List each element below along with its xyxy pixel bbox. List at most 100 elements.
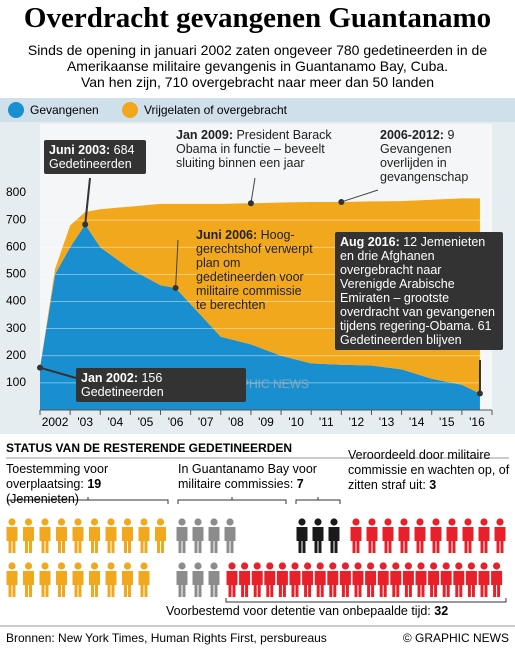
person-body (89, 527, 100, 553)
person-body (453, 571, 465, 597)
text: Juni 2006: (196, 228, 258, 242)
person-body (491, 571, 503, 597)
person-icon (446, 518, 458, 553)
legend-label: Vrijgelaten of overgebracht (144, 103, 288, 117)
legend-swatch (122, 102, 138, 118)
person-icon (414, 518, 426, 553)
text: 7 (296, 477, 304, 491)
person-icon (494, 518, 506, 553)
person-body (192, 527, 204, 553)
annotation-dot (247, 200, 254, 207)
x-tick-label: '10 (288, 415, 304, 429)
person-body (312, 527, 324, 553)
person-icon (56, 518, 67, 553)
annotation-dot (338, 198, 345, 205)
person-body (365, 571, 377, 597)
text: Toestemming voor overplaatsing: (6, 462, 109, 491)
person-body (327, 571, 339, 597)
legend-label: Gevangenen (30, 103, 99, 117)
text: 156 Gedetineerden (81, 371, 164, 399)
y-tick-label: 700 (6, 212, 26, 226)
y-tick-label: 300 (6, 321, 26, 335)
annotation-dot (476, 390, 483, 397)
person-icon (6, 562, 18, 597)
subtitle-line: Amerikaanse militaire gevangenis in Guan… (66, 58, 449, 74)
text: (Jemenieten) (6, 492, 79, 506)
person-head (480, 518, 488, 526)
annotation-leader (341, 189, 379, 203)
text: Jan 2002: (81, 371, 138, 385)
group-label: Toestemming voor overplaatsing: 19 (Jeme… (6, 462, 172, 507)
text: Jan 2009: (176, 128, 233, 142)
title: Overdracht gevangenen Guantanamo (23, 2, 492, 34)
person-head (178, 518, 186, 526)
person-head (226, 518, 234, 526)
bracket (295, 497, 341, 504)
annotation-dot (172, 284, 179, 291)
person-icon (328, 518, 340, 553)
annotation: Jan 2009: President Barack Obama in func… (176, 128, 356, 170)
person-head (367, 562, 375, 570)
person-body (462, 527, 474, 553)
person-head (368, 518, 376, 526)
person-icon (89, 518, 100, 553)
text: 3 (429, 478, 437, 492)
person-icon (39, 562, 51, 597)
area (40, 224, 480, 410)
person-body (56, 527, 67, 553)
person-icon (478, 518, 490, 553)
annotation-leader (175, 239, 179, 288)
person-icon (462, 518, 474, 553)
person-head (74, 518, 82, 526)
person-icon (72, 518, 84, 553)
person-head (8, 518, 16, 526)
person-icon (239, 562, 251, 597)
text: Juni 2003: (49, 143, 111, 157)
person-body (138, 527, 150, 553)
person-head (496, 518, 504, 526)
text: Veroordeeld door militaire commissie en … (348, 448, 510, 492)
person-icon (453, 562, 465, 597)
person-head (432, 518, 440, 526)
person-body (430, 527, 442, 553)
person-icon (478, 562, 490, 597)
person-head (278, 562, 286, 570)
person-head (316, 562, 324, 570)
person-body (440, 571, 452, 597)
y-tick-label: 500 (6, 267, 26, 281)
person-head (354, 562, 362, 570)
y-tick-label: 200 (6, 348, 26, 362)
person-body (208, 571, 220, 597)
person-head (291, 562, 299, 570)
person-body (239, 571, 251, 597)
text: In Guantanamo Bay voor militaire commiss… (178, 462, 317, 491)
x-tick-label: '13 (379, 415, 395, 429)
person-body (122, 527, 133, 553)
person-head (480, 562, 488, 570)
person-icon (39, 518, 51, 553)
person-head (24, 562, 33, 570)
person-body (6, 571, 18, 597)
person-icon (296, 518, 308, 553)
person-head (57, 518, 66, 526)
person-body (366, 527, 378, 553)
section-title: STATUS VAN DE RESTERENDE GEDETINEERDEN (6, 441, 292, 455)
person-icon (72, 562, 84, 597)
person-body (276, 571, 288, 597)
annotation: Aug 2016: 12 Jemenieten en drie Afghanen… (335, 232, 503, 350)
person-body (105, 571, 117, 597)
person-icon (428, 562, 440, 597)
x-tick-label: '05 (138, 415, 154, 429)
person-icon (23, 518, 34, 553)
person-body (415, 571, 427, 597)
person-body (23, 571, 34, 597)
person-icon (226, 562, 238, 597)
person-body (264, 571, 276, 597)
person-body (72, 527, 84, 553)
person-head (241, 562, 249, 570)
person-icon (465, 562, 477, 597)
person-body (39, 571, 51, 597)
annotation-leader (39, 366, 77, 379)
person-icon (6, 518, 18, 553)
x-tick-label: '09 (258, 415, 274, 429)
